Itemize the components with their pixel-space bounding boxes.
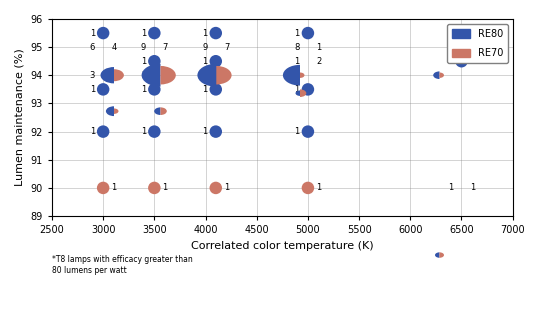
Text: 1: 1 [90, 127, 95, 136]
Text: 9: 9 [141, 43, 146, 52]
Point [150, 129, 159, 134]
Text: 9: 9 [202, 43, 207, 52]
Point [303, 87, 312, 92]
Point [99, 87, 107, 92]
Text: 2: 2 [316, 57, 321, 66]
Text: 1: 1 [202, 85, 207, 94]
Point [212, 129, 220, 134]
Text: 1: 1 [202, 57, 207, 66]
Text: 2: 2 [448, 43, 453, 52]
Text: 3: 3 [90, 71, 95, 80]
Text: 7: 7 [163, 43, 168, 52]
Point [457, 30, 466, 36]
Text: 2: 2 [141, 71, 146, 80]
Legend: RE80, RE70: RE80, RE70 [448, 24, 508, 63]
Text: 1: 1 [141, 127, 146, 136]
Text: 1: 1 [448, 57, 453, 66]
Text: 1: 1 [448, 183, 453, 192]
Text: 1: 1 [141, 85, 146, 94]
Text: 1: 1 [294, 85, 300, 94]
Point [212, 87, 220, 92]
Text: 1: 1 [448, 28, 453, 38]
Text: 1: 1 [90, 85, 95, 94]
Y-axis label: Lumen maintenance (%): Lumen maintenance (%) [15, 49, 25, 186]
Text: *T8 lamps with efficacy greater than
80 lumens per watt: *T8 lamps with efficacy greater than 80 … [52, 255, 193, 275]
Point [457, 59, 466, 64]
Text: 1: 1 [90, 28, 95, 38]
Text: 2: 2 [202, 71, 207, 80]
Text: 1: 1 [316, 43, 321, 52]
Text: 1: 1 [316, 183, 321, 192]
Text: 7: 7 [224, 43, 230, 52]
Point [150, 185, 159, 191]
Point [99, 129, 107, 134]
Text: 1: 1 [294, 28, 300, 38]
Text: 6: 6 [90, 43, 95, 52]
Text: 1: 1 [202, 127, 207, 136]
Point [212, 30, 220, 36]
Text: 1: 1 [294, 57, 300, 66]
Point [150, 59, 159, 64]
Point [303, 185, 312, 191]
Point [150, 87, 159, 92]
Point [99, 185, 107, 191]
Point [212, 59, 220, 64]
Point [212, 73, 220, 78]
Text: 1: 1 [202, 28, 207, 38]
Text: 1: 1 [470, 43, 475, 52]
Point [150, 30, 159, 36]
Text: 2: 2 [163, 71, 168, 80]
Text: 1: 1 [224, 183, 229, 192]
Text: 1: 1 [470, 183, 475, 192]
Text: 8: 8 [294, 43, 300, 52]
Text: 1: 1 [111, 71, 117, 80]
X-axis label: Correlated color temperature (K): Correlated color temperature (K) [191, 241, 374, 251]
Point [303, 30, 312, 36]
Text: 1: 1 [141, 28, 146, 38]
Text: 1: 1 [294, 127, 300, 136]
Text: 1: 1 [163, 183, 168, 192]
Text: 1: 1 [141, 57, 146, 66]
Text: 1: 1 [111, 183, 117, 192]
Point [303, 129, 312, 134]
Point [212, 185, 220, 191]
Point [99, 30, 107, 36]
Text: 4: 4 [111, 43, 117, 52]
